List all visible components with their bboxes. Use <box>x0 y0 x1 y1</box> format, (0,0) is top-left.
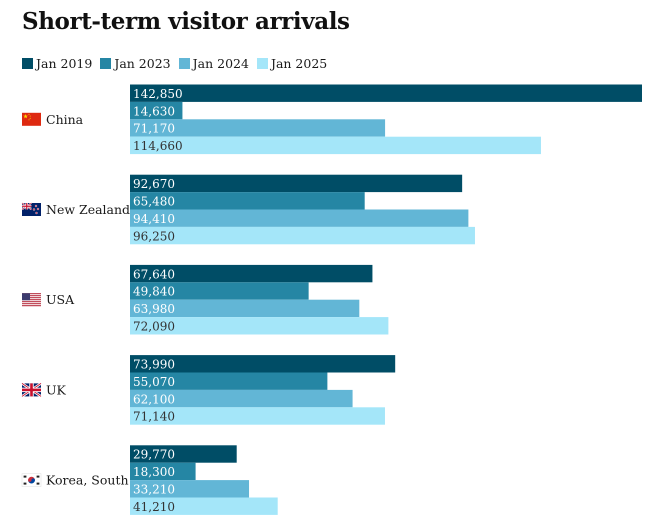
bar <box>130 209 469 227</box>
bar-value-label: 14,630 <box>133 104 175 118</box>
legend-swatch <box>100 58 112 69</box>
legend: Jan 2019 Jan 2023 Jan 2024 Jan 2025 <box>22 56 335 71</box>
bar <box>130 497 278 515</box>
bar-value-label: 49,840 <box>133 285 175 299</box>
legend-label: Jan 2025 <box>270 56 328 71</box>
bar <box>130 174 463 193</box>
bar-value-label: 67,640 <box>133 267 175 281</box>
bar-value-label: 71,170 <box>133 122 175 136</box>
bar <box>130 317 389 335</box>
flag-south-korea-icon <box>21 473 42 487</box>
bar <box>130 372 328 390</box>
bar <box>130 462 196 481</box>
bar <box>130 389 353 408</box>
legend-label: Jan 2019 <box>36 56 93 71</box>
category-label: USA <box>46 292 75 307</box>
legend-item: Jan 2023 <box>100 56 171 71</box>
flag-china-icon <box>22 112 41 126</box>
bar <box>130 136 541 155</box>
bar <box>130 355 396 373</box>
bar-value-label: 41,210 <box>133 500 175 514</box>
bar-value-label: 63,980 <box>133 302 175 316</box>
bar <box>130 407 385 425</box>
bar <box>130 282 309 300</box>
legend-swatch <box>256 58 268 69</box>
legend-item: Jan 2024 <box>178 56 249 71</box>
legend-swatch <box>178 58 190 69</box>
legend-label: Jan 2024 <box>192 56 249 71</box>
bar-value-label: 55,070 <box>133 375 175 389</box>
bar-value-label: 72,090 <box>133 320 175 334</box>
bar-value-label: 33,210 <box>133 483 175 497</box>
chart-title: Short-term visitor arrivals <box>22 8 350 35</box>
bar-value-label: 142,850 <box>133 87 183 101</box>
legend-item: Jan 2025 <box>256 56 328 71</box>
legend-swatch <box>22 58 33 69</box>
category-label: China <box>46 112 84 127</box>
bar <box>130 445 237 463</box>
bar <box>130 119 386 137</box>
bar-value-label: 65,480 <box>133 195 175 209</box>
bar-value-label: 92,670 <box>133 177 175 191</box>
bar-value-label: 73,990 <box>133 358 175 372</box>
category-label: New Zealand <box>46 202 130 217</box>
legend-label: Jan 2023 <box>114 56 171 71</box>
bar <box>130 192 365 210</box>
flag-new-zealand-icon <box>21 202 41 216</box>
legend-item: Jan 2019 <box>22 56 92 71</box>
category-label: Korea, South <box>46 473 129 488</box>
bar-value-label: 71,140 <box>133 410 175 424</box>
bar-value-label: 62,100 <box>133 392 175 406</box>
bar <box>130 480 250 498</box>
bar-value-label: 18,300 <box>133 465 175 479</box>
bar <box>130 101 183 120</box>
bar-value-label: 96,250 <box>133 229 175 243</box>
bar-value-label: 29,770 <box>133 448 175 462</box>
bar-value-label: 94,410 <box>133 212 175 226</box>
bar <box>130 299 360 318</box>
bar <box>130 264 373 283</box>
bar-value-label: 114,660 <box>133 139 183 153</box>
category-label: UK <box>46 382 67 397</box>
bar <box>130 84 642 102</box>
bar <box>130 226 475 245</box>
flag-uk-icon <box>21 382 42 398</box>
flag-usa-icon <box>22 293 41 307</box>
